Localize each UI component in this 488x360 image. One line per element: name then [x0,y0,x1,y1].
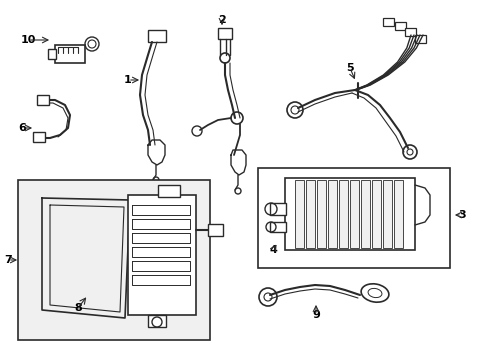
Text: 1: 1 [124,75,132,85]
Bar [269,222,285,232]
Bar [158,185,180,197]
Ellipse shape [367,288,381,298]
Bar [294,180,304,248]
Bar [33,132,45,142]
Bar [393,180,402,248]
Bar [414,35,425,43]
Bar [55,45,85,63]
Bar [382,180,391,248]
Text: 7: 7 [4,255,12,265]
Bar [327,180,336,248]
Bar [394,22,405,30]
Bar [269,203,285,215]
Bar [349,180,358,248]
Bar [338,180,347,248]
Bar [148,30,165,42]
Bar [18,180,209,340]
Ellipse shape [360,284,388,302]
Text: 6: 6 [18,123,26,133]
Text: 2: 2 [218,15,225,25]
Bar [360,180,369,248]
Bar [404,28,415,36]
Text: 10: 10 [20,35,36,45]
Bar [305,180,314,248]
Bar [218,28,231,39]
Text: 5: 5 [346,63,353,73]
Text: 3: 3 [457,210,465,220]
Bar [148,315,165,327]
Bar [37,95,49,105]
Text: 8: 8 [74,303,81,313]
Bar [258,168,449,268]
Bar [371,180,380,248]
Text: 9: 9 [311,310,319,320]
Bar [285,178,414,250]
Bar [128,195,196,315]
Bar [207,224,223,236]
Bar [316,180,325,248]
Text: 4: 4 [268,245,276,255]
Bar [48,49,56,59]
Bar [382,18,393,26]
